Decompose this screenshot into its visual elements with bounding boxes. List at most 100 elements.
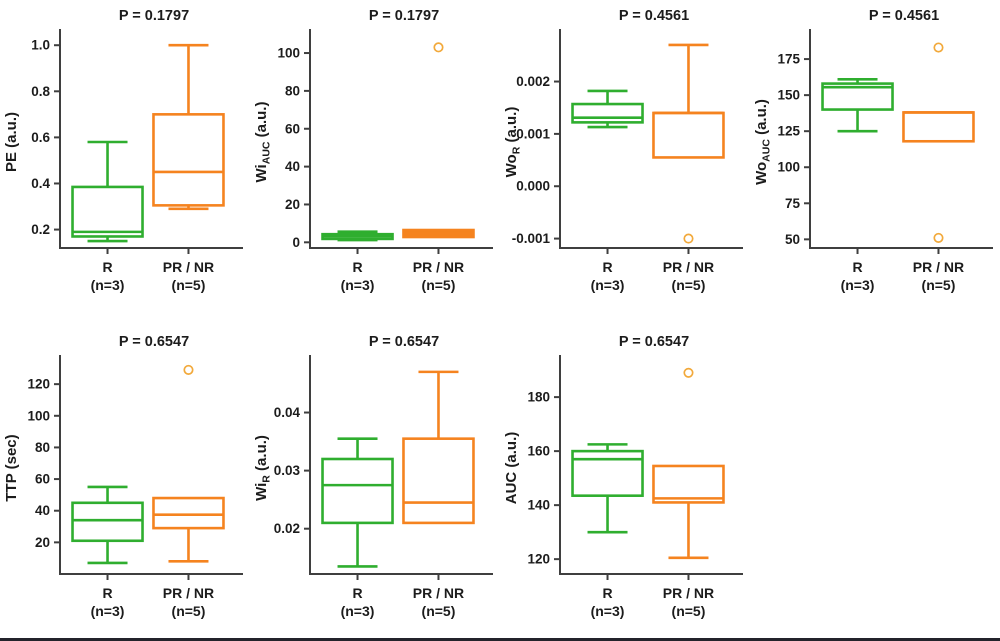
y-ticks: 120 140 160 180 (527, 390, 560, 567)
iqr-box (152, 496, 225, 530)
boxplot-svg: P = 0.4561 -0.001 0.000 0.001 0.002 WoR (a.u.… (503, 8, 743, 293)
y-tick-label: 20 (35, 535, 50, 550)
panel-wi-auc: P = 0.1797 0 20 40 60 80 100 WiAUC (a.u.) R (n=3)… (250, 0, 500, 312)
group-n-label: (n=3) (91, 603, 125, 619)
group-n-label: (n=5) (422, 277, 456, 293)
group-label: R (102, 585, 112, 601)
y-tick-label: 125 (777, 124, 800, 139)
y-tick-label: 100 (277, 46, 300, 61)
y-axis-label: PE (a.u.) (3, 112, 20, 172)
boxplot-svg: P = 0.4561 50 75 100 125 150 175 WoAUC (a.u.) R (… (753, 8, 993, 293)
group-n-label: (n=3) (91, 277, 125, 293)
outlier-point (433, 42, 444, 53)
group-label: R (352, 259, 362, 275)
group-n-label: (n=5) (672, 603, 706, 619)
iqr-box (402, 437, 475, 525)
group-n-label: (n=3) (841, 277, 875, 293)
axes (309, 29, 493, 249)
group-label: R (102, 259, 112, 275)
group-label: PR / NR (163, 259, 214, 275)
panel-title: P = 0.4561 (869, 8, 939, 24)
y-tick-label: 100 (27, 408, 50, 423)
y-tick-label: 160 (527, 444, 550, 459)
y-tick-label: 0.04 (274, 405, 301, 420)
box-group-PR-NR: PR / NR (n=5) (152, 364, 225, 619)
group-label: R (602, 585, 612, 601)
iqr-box (652, 464, 725, 504)
box-group-R: R (n=3) (571, 89, 644, 293)
y-axis-label: WiR (a.u.) (253, 435, 273, 501)
iqr-box (152, 113, 225, 207)
box-group-PR-NR: PR / NR (n=5) (152, 43, 225, 293)
boxplot-svg: P = 0.1797 0.2 0.4 0.6 0.8 1.0 PE (a.u.) R (n=3)… (3, 8, 243, 293)
box-group-PR-NR: PR / NR (n=5) (652, 367, 725, 619)
group-n-label: (n=5) (672, 277, 706, 293)
y-tick-label: 180 (527, 390, 550, 405)
boxplot-svg: P = 0.6547 20 40 60 80 100 120 TTP (sec) R (n=3) P… (3, 334, 243, 619)
group-label: R (602, 259, 612, 275)
group-n-label: (n=5) (422, 603, 456, 619)
panel-title: P = 0.6547 (369, 334, 439, 350)
group-n-label: (n=3) (341, 603, 375, 619)
axes (809, 29, 993, 249)
outlier-point (933, 42, 944, 53)
iqr-box (321, 457, 394, 525)
axes (59, 29, 243, 249)
axes (559, 355, 743, 575)
y-tick-label: 60 (285, 121, 300, 136)
y-tick-label: 150 (777, 88, 800, 103)
y-tick-label: 1.0 (31, 38, 50, 53)
box-group-R: R (n=3) (321, 230, 394, 293)
group-n-label: (n=5) (172, 277, 206, 293)
panel-title: P = 0.1797 (369, 8, 439, 24)
y-tick-label: 0.2 (31, 222, 50, 237)
box-group-R: R (n=3) (321, 437, 394, 619)
iqr-box (902, 111, 975, 143)
group-label: PR / NR (413, 259, 464, 275)
box-group-PR-NR: PR / NR (n=5) (402, 42, 475, 293)
iqr-box (571, 102, 644, 124)
y-ticks: 50 75 100 125 150 175 (777, 52, 810, 247)
outlier-point (683, 233, 694, 244)
panel-ttp: P = 0.6547 20 40 60 80 100 120 TTP (sec) R (n=3) P… (0, 326, 250, 638)
panel-title: P = 0.1797 (119, 8, 189, 24)
y-tick-label: 40 (285, 159, 300, 174)
axes (59, 355, 243, 575)
outlier-point (933, 232, 944, 243)
iqr-box (71, 501, 144, 543)
bottom-border (0, 638, 1000, 641)
y-tick-label: 0.6 (31, 130, 50, 145)
group-n-label: (n=3) (341, 277, 375, 293)
y-ticks: -0.001 0.000 0.001 0.002 (512, 74, 560, 246)
box-group-R: R (n=3) (821, 77, 894, 293)
y-tick-label: 100 (777, 160, 800, 175)
box-group-PR-NR: PR / NR (n=5) (652, 43, 725, 293)
y-tick-label: 0.8 (31, 84, 50, 99)
y-tick-label: 80 (35, 440, 50, 455)
outlier-point (683, 367, 694, 378)
y-tick-label: 20 (285, 197, 300, 212)
y-tick-label: 0.002 (516, 74, 550, 89)
axes (559, 29, 743, 249)
panel-title: P = 0.4561 (619, 8, 689, 24)
y-tick-label: 0.000 (516, 179, 550, 194)
y-axis-label: WoR (a.u.) (503, 107, 523, 178)
y-ticks: 20 40 60 80 100 120 (27, 377, 60, 550)
group-label: PR / NR (413, 585, 464, 601)
group-label: PR / NR (663, 585, 714, 601)
y-tick-label: 120 (27, 377, 50, 392)
y-tick-label: 0.4 (31, 176, 50, 191)
group-n-label: (n=5) (172, 603, 206, 619)
iqr-box (571, 449, 644, 497)
y-tick-label: 120 (527, 552, 550, 567)
y-tick-label: 60 (35, 472, 50, 487)
group-label: R (352, 585, 362, 601)
box-group-PR-NR: PR / NR (n=5) (902, 42, 975, 293)
boxplot-svg: P = 0.1797 0 20 40 60 80 100 WiAUC (a.u.) R (n=3)… (253, 8, 493, 293)
group-label: PR / NR (163, 585, 214, 601)
group-n-label: (n=3) (591, 277, 625, 293)
panel-wo-auc: P = 0.4561 50 75 100 125 150 175 WoAUC (a.u.) R (… (750, 0, 1000, 312)
